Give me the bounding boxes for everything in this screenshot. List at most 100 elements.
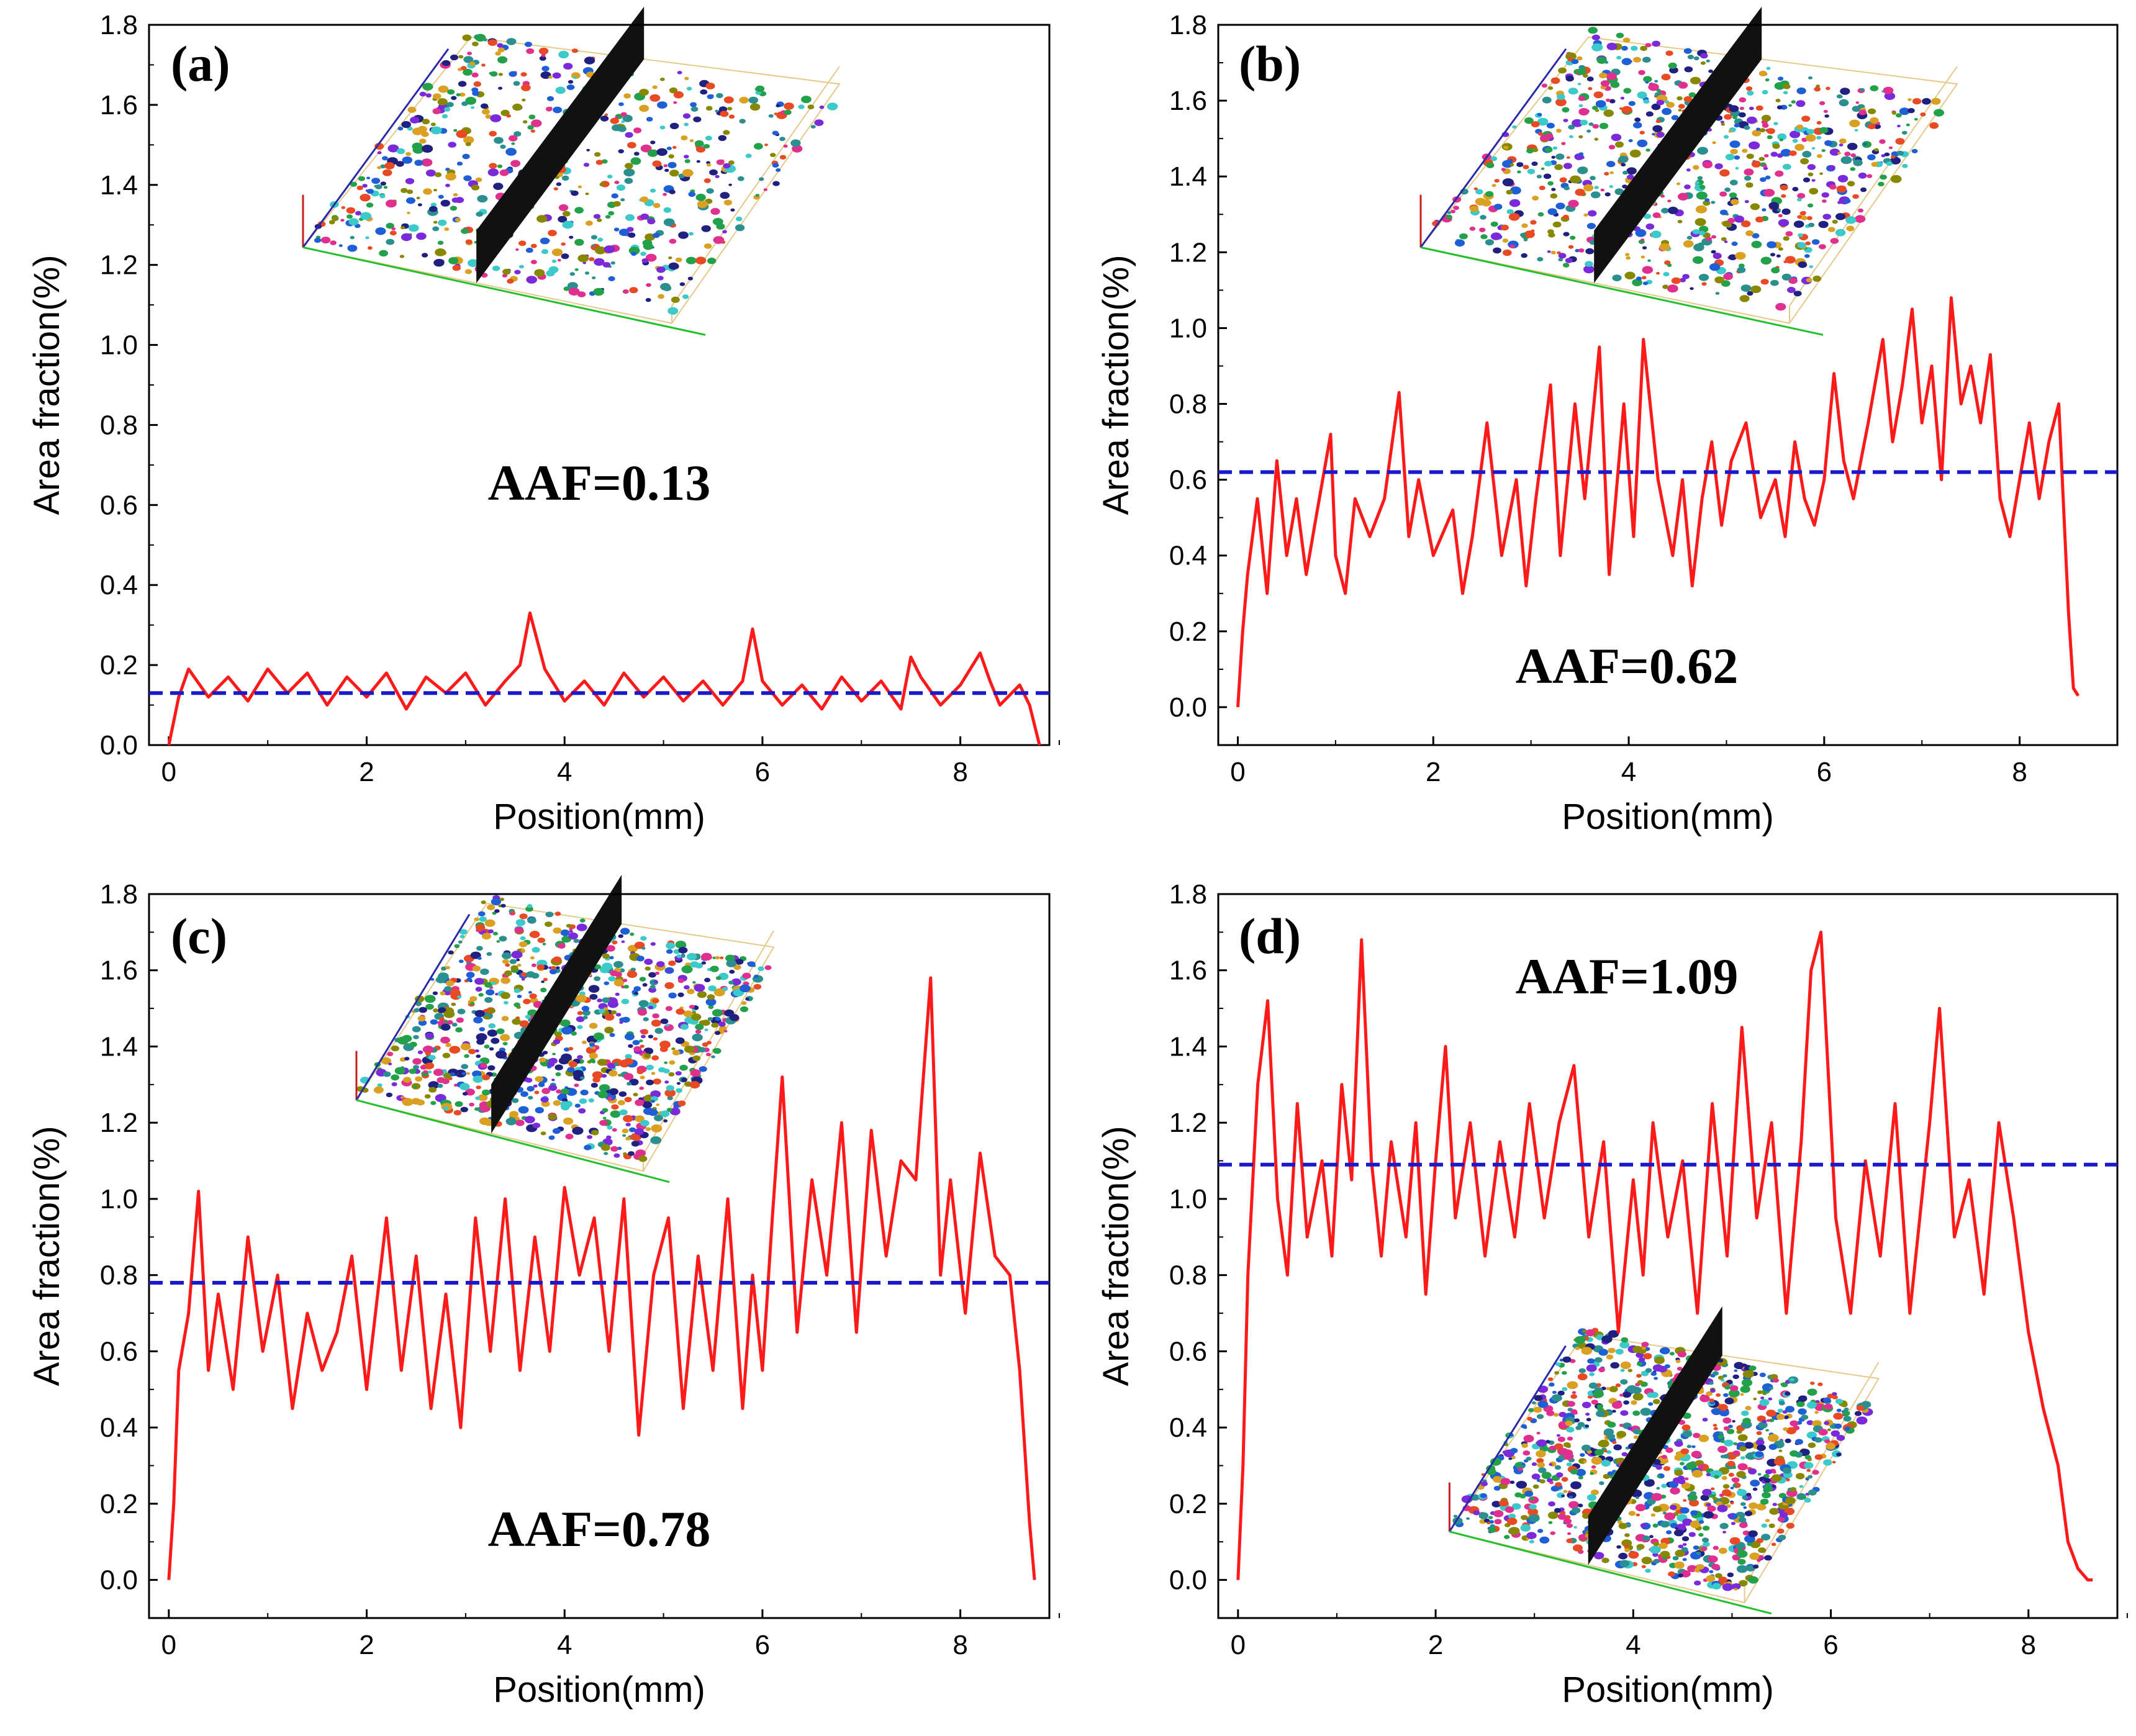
inset-particle bbox=[458, 959, 464, 964]
inset-particle bbox=[784, 102, 794, 110]
inset-particle bbox=[684, 159, 690, 163]
inset-particle bbox=[1811, 179, 1816, 182]
inset-particle bbox=[1578, 1368, 1586, 1373]
inset-particle bbox=[1613, 1444, 1622, 1451]
inset-particle bbox=[1769, 1508, 1779, 1515]
inset-particle bbox=[1690, 1520, 1701, 1529]
inset-particle bbox=[629, 1078, 639, 1086]
inset-particle bbox=[600, 1144, 610, 1151]
inset-particle bbox=[437, 1083, 443, 1088]
inset-particle bbox=[1548, 86, 1554, 90]
inset-particle bbox=[1827, 1428, 1831, 1431]
inset-particle bbox=[537, 938, 545, 943]
inset-particle bbox=[433, 259, 445, 267]
inset-particle bbox=[391, 1045, 400, 1052]
inset-particle bbox=[1493, 1476, 1503, 1483]
inset-particle bbox=[677, 71, 682, 75]
inset-particle bbox=[1775, 302, 1786, 311]
inset-particle bbox=[1537, 112, 1542, 117]
inset-particle bbox=[1537, 1529, 1544, 1533]
inset-particle bbox=[1723, 1393, 1729, 1398]
inset-particle bbox=[425, 1003, 434, 1010]
x-axis-label: Position(mm) bbox=[493, 1670, 705, 1710]
inset-particle bbox=[1686, 168, 1691, 172]
inset-particle bbox=[604, 981, 610, 985]
inset-particle bbox=[377, 151, 382, 155]
inset-particle bbox=[1552, 146, 1558, 150]
inset-particle bbox=[541, 249, 549, 255]
inset-particle bbox=[1860, 88, 1865, 92]
inset-particle bbox=[531, 119, 542, 127]
inset-particle bbox=[1530, 220, 1537, 225]
inset-particle bbox=[1567, 1532, 1572, 1535]
inset-particle bbox=[653, 202, 661, 209]
inset-particle bbox=[1703, 1511, 1714, 1519]
inset-particle bbox=[1541, 1472, 1552, 1480]
inset-particle bbox=[535, 1076, 544, 1082]
inset-particle bbox=[1796, 87, 1806, 94]
inset-particle bbox=[539, 56, 546, 61]
inset-particle bbox=[1824, 140, 1833, 147]
inset-particle bbox=[1768, 1444, 1778, 1450]
inset-particle bbox=[658, 294, 664, 299]
inset-particle bbox=[520, 936, 526, 941]
inset-particle bbox=[1711, 1491, 1716, 1495]
inset-particle bbox=[1745, 86, 1753, 91]
inset-particle bbox=[548, 1113, 557, 1120]
inset-particle bbox=[1641, 1557, 1652, 1565]
inset-particle bbox=[1721, 123, 1725, 126]
inset-particle bbox=[1490, 1524, 1495, 1529]
inset-particle bbox=[1777, 1503, 1781, 1506]
inset-particle bbox=[451, 1023, 458, 1027]
inset-particle bbox=[640, 144, 652, 153]
inset-particle bbox=[1577, 56, 1583, 61]
inset-particle bbox=[1738, 1517, 1747, 1523]
inset-particle bbox=[1706, 237, 1713, 242]
inset-particle bbox=[1656, 99, 1665, 106]
inset-particle bbox=[456, 161, 463, 166]
inset-particle bbox=[502, 959, 509, 964]
inset-particle bbox=[749, 103, 761, 111]
inset-particle bbox=[1744, 125, 1750, 130]
inset-particle bbox=[389, 230, 397, 236]
inset-particle bbox=[523, 998, 531, 1005]
inset-particle bbox=[1653, 1558, 1660, 1564]
inset-particle bbox=[628, 1151, 635, 1156]
inset-particle bbox=[664, 1061, 668, 1064]
inset-particle bbox=[1780, 148, 1791, 157]
inset-particle bbox=[1762, 165, 1767, 168]
inset-particle bbox=[1678, 81, 1688, 89]
inset-particle bbox=[1722, 1484, 1730, 1489]
inset-particle bbox=[1674, 1469, 1683, 1476]
inset-particle bbox=[1585, 1413, 1590, 1416]
inset-particle bbox=[574, 1103, 581, 1108]
inset-particle bbox=[722, 987, 728, 991]
inset-particle bbox=[1832, 219, 1838, 224]
inset-particle bbox=[1690, 1510, 1698, 1516]
inset-particle bbox=[1645, 1568, 1651, 1573]
inset-particle bbox=[1506, 1517, 1518, 1526]
y-tick-label: 1.0 bbox=[100, 330, 138, 361]
inset-particle bbox=[1547, 208, 1557, 215]
inset-particle bbox=[720, 956, 724, 959]
inset-particle bbox=[1554, 164, 1563, 170]
inset-particle bbox=[500, 903, 506, 908]
inset-particle bbox=[433, 220, 438, 224]
inset-particle bbox=[695, 1029, 702, 1034]
inset-particle bbox=[1506, 189, 1513, 195]
inset-particle bbox=[579, 1098, 587, 1104]
inset-particle bbox=[531, 972, 540, 979]
inset-particle bbox=[1551, 188, 1556, 191]
inset-particle bbox=[1791, 100, 1796, 104]
inset-particle bbox=[1678, 1544, 1683, 1548]
inset-particle bbox=[613, 201, 621, 207]
inset-particle bbox=[640, 196, 649, 203]
inset-particle bbox=[480, 1063, 487, 1069]
inset-particle bbox=[1491, 1501, 1501, 1508]
inset-particle bbox=[1762, 1419, 1767, 1424]
inset-particle bbox=[1836, 1408, 1842, 1413]
inset-particle bbox=[1766, 1419, 1770, 1422]
inset-particle bbox=[594, 246, 606, 255]
inset-particle bbox=[474, 1010, 485, 1018]
inset-particle bbox=[500, 1034, 510, 1041]
